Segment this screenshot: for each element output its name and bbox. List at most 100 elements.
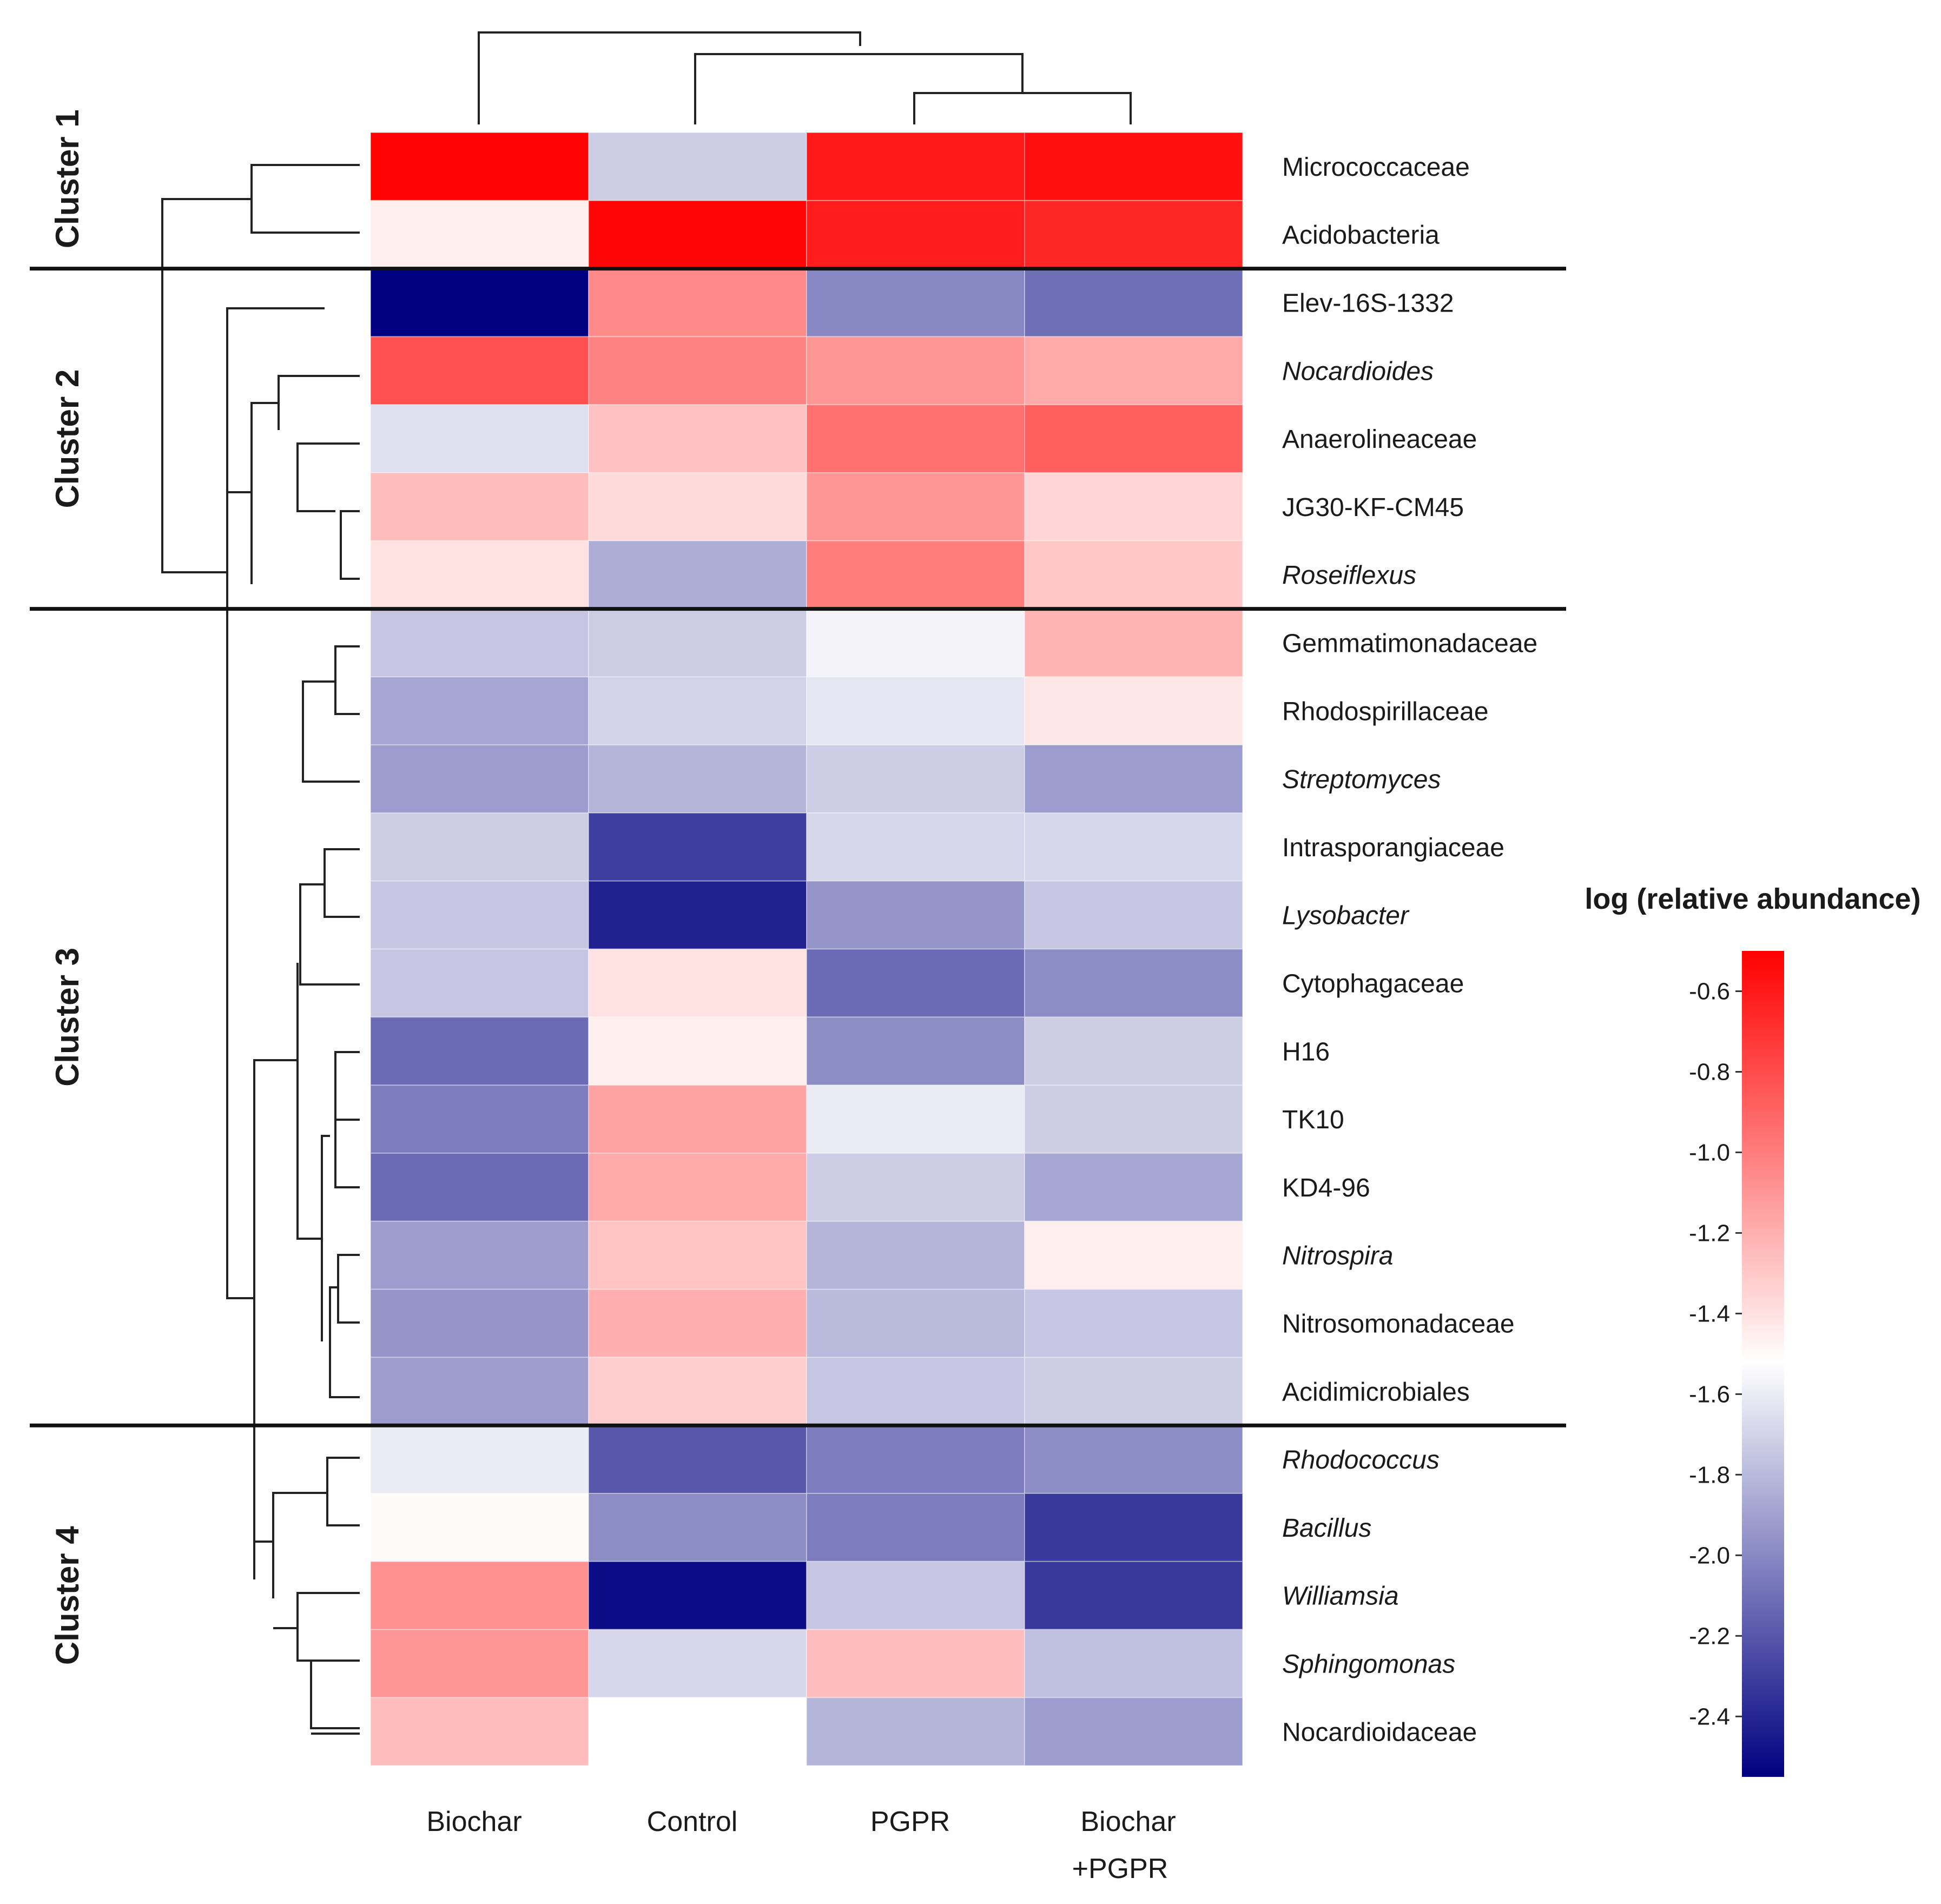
heatmap-cell [370, 336, 589, 406]
heatmap-cell [806, 948, 1025, 1018]
heatmap-cell [370, 1425, 589, 1494]
row-label: Gemmatimonadaceae [1282, 630, 1537, 658]
cluster-dividers [30, 267, 1566, 1427]
heatmap-cell [1024, 948, 1243, 1018]
colorbar-tick-label: -0.6 [1689, 979, 1730, 1005]
row-label: Nocardioidaceae [1282, 1718, 1477, 1747]
heatmap-cell [370, 1153, 589, 1222]
heatmap-cell [588, 1153, 807, 1222]
row-label: Cytophagaceae [1282, 970, 1464, 999]
heatmap-cell [1024, 336, 1243, 406]
heatmap-cell [806, 1425, 1025, 1494]
heatmap-cell [370, 268, 589, 338]
heatmap-cell [806, 200, 1025, 269]
row-label: Rhodospirillaceae [1282, 697, 1489, 726]
heatmap-cell [1024, 1697, 1243, 1767]
row-label: Nitrosomonadaceae [1282, 1310, 1515, 1339]
heatmap-cell [806, 268, 1025, 338]
heatmap-cell [588, 676, 807, 746]
heatmap-cell [1024, 1220, 1243, 1290]
row-label: Streptomyces [1282, 765, 1441, 794]
heatmap-cell [1024, 472, 1243, 541]
row-label: Anaerolineaceae [1282, 425, 1477, 454]
heatmap-cell [588, 472, 807, 541]
heatmap-cell [1024, 1153, 1243, 1222]
heatmap-cell [806, 132, 1025, 201]
colorbar-tick-label: -1.8 [1689, 1462, 1730, 1488]
heatmap-cell [588, 1357, 807, 1426]
heatmap-cell [588, 1493, 807, 1562]
cluster-label: Cluster 1 [49, 109, 85, 248]
heatmap-cell [370, 608, 589, 678]
heatmap-cell [370, 1697, 589, 1767]
heatmap-cell [588, 404, 807, 474]
heatmap-cell [1024, 608, 1243, 678]
row-label: KD4-96 [1282, 1174, 1370, 1202]
heatmap-cell [588, 1016, 807, 1086]
column-dendrogram [478, 31, 1132, 124]
colorbar-tick-label: -1.0 [1689, 1139, 1730, 1166]
heatmap-cell [588, 1561, 807, 1630]
heatmap-cell [588, 132, 807, 201]
heatmap-cell [806, 540, 1025, 610]
heatmap-cell [1024, 1629, 1243, 1698]
colorbar-ticks: -0.6 -0.8 -1.0 -1.2 -1.4 -1.6 -1.8 -2.0 -2.2 -2.4 [1689, 979, 1742, 1730]
row-label: JG30-KF-CM45 [1282, 493, 1464, 522]
row-label: Micrococcaceae [1282, 153, 1470, 182]
row-label: Sphingomonas [1282, 1650, 1455, 1679]
colorbar-tick-label: -1.6 [1689, 1381, 1730, 1407]
heatmap-cell [370, 1493, 589, 1562]
cluster-label: Cluster 4 [49, 1526, 85, 1665]
heatmap-cell [370, 1085, 589, 1154]
heatmap-cell [588, 948, 807, 1018]
column-label: Control [647, 1806, 738, 1837]
heatmap-cell [588, 744, 807, 814]
row-label: Rhodococcus [1282, 1446, 1440, 1475]
colorbar-tick-label: -2.4 [1689, 1703, 1730, 1730]
heatmap-cell [588, 1425, 807, 1494]
colorbar-tick-label: -1.4 [1689, 1300, 1730, 1327]
heatmap-cell [806, 1561, 1025, 1630]
heatmap-cell [370, 1357, 589, 1426]
heatmap-cell [588, 200, 807, 269]
row-label: Intrasporangiaceae [1282, 834, 1504, 862]
heatmap-cell [1024, 1561, 1243, 1630]
heatmap-cell [588, 1085, 807, 1154]
heatmap-cell [806, 1153, 1025, 1222]
heatmap-cells [370, 132, 1243, 1767]
heatmap-cell [806, 336, 1025, 406]
heatmap-cell [588, 336, 807, 406]
heatmap-cell [1024, 1425, 1243, 1494]
heatmap-cell [806, 404, 1025, 474]
heatmap-cell [370, 540, 589, 610]
heatmap-cell [588, 1220, 807, 1290]
heatmap-cell [370, 472, 589, 541]
row-label: H16 [1282, 1037, 1330, 1066]
heatmap-cell [588, 1288, 807, 1358]
row-labels: Micrococcaceae Acidobacteria Elev-16S-1332… [1282, 153, 1537, 1747]
heatmap-cell [806, 608, 1025, 678]
heatmap-cell [370, 1016, 589, 1086]
heatmap-cell [1024, 1493, 1243, 1562]
row-label: Roseiflexus [1282, 561, 1416, 590]
heatmap-cell [806, 676, 1025, 746]
heatmap-cell [1024, 744, 1243, 814]
colorbar-gradient [1742, 951, 1784, 1777]
row-label: Lysobacter [1282, 902, 1410, 930]
heatmap-cell [370, 132, 589, 201]
column-label: Biochar [1080, 1806, 1176, 1837]
heatmap-cell [1024, 1357, 1243, 1426]
row-label: TK10 [1282, 1106, 1344, 1134]
heatmap-cell [370, 404, 589, 474]
heatmap-cell [1024, 1085, 1243, 1154]
row-label: Acidimicrobiales [1282, 1378, 1470, 1406]
colorbar-tick-label: -2.2 [1689, 1623, 1730, 1649]
colorbar: log (relative abundance) -0.6 -0.8 -1.0 -1.… [1585, 883, 1921, 1777]
row-label: Acidobacteria [1282, 221, 1440, 250]
heatmap-cell [806, 1493, 1025, 1562]
heatmap-cell [588, 1629, 807, 1698]
row-label: Nocardioides [1282, 357, 1434, 386]
heatmap-cell [370, 676, 589, 746]
heatmap-cell [1024, 1016, 1243, 1086]
